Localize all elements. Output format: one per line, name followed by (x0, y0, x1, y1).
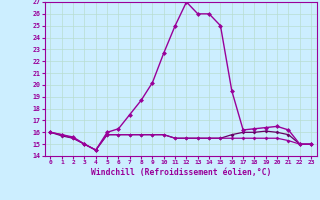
X-axis label: Windchill (Refroidissement éolien,°C): Windchill (Refroidissement éolien,°C) (91, 168, 271, 177)
